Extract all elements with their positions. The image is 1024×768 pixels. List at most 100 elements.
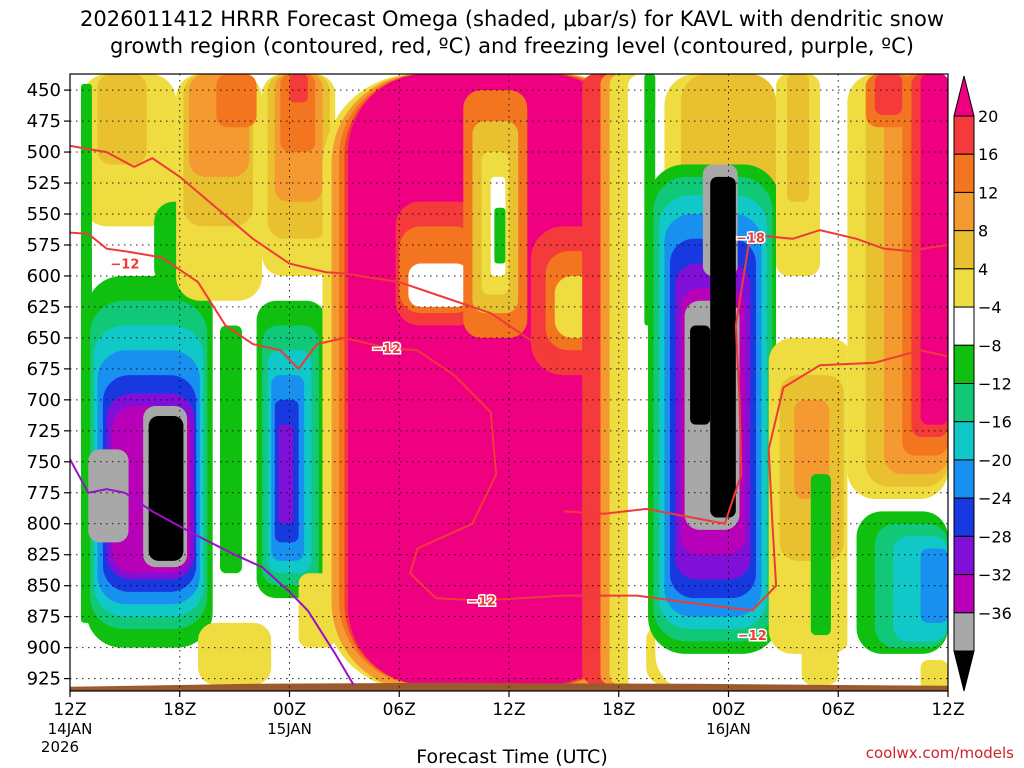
omega-cell-12 [88, 449, 129, 543]
x-tick-date-0: 14JAN [48, 720, 93, 738]
y-tick-label-475: 475 [27, 111, 61, 132]
colorbar-top-arrow [953, 75, 975, 117]
y-tick-label-600: 600 [27, 266, 61, 287]
y-tick-label-625: 625 [27, 297, 61, 318]
colorbar-bin-0 [953, 115, 975, 155]
y-tick-label-650: 650 [27, 328, 61, 349]
chart-title: 2026011412 HRRR Forecast Omega (shaded, … [79, 7, 945, 58]
colorbar-bin-13 [953, 612, 975, 652]
colorbar-label-4: 4 [978, 260, 988, 279]
colorbar-label-5: −4 [978, 298, 1002, 317]
omega-cell-48 [494, 207, 506, 264]
x-tick-date-2: 15JAN [267, 720, 312, 738]
colorbar-bin-4 [953, 268, 975, 308]
colorbar-bottom-arrow [953, 650, 975, 692]
y-tick-label-850: 850 [27, 576, 61, 597]
contour-label-1: −12 [372, 342, 401, 357]
colorbar-label-12: −32 [978, 566, 1012, 585]
omega-cell-74 [787, 74, 809, 202]
y-tick-label-800: 800 [27, 514, 61, 535]
colorbar-label-8: −16 [978, 413, 1012, 432]
x-tick-label-4: 12Z [492, 700, 525, 720]
contour-label-0: −12 [110, 258, 139, 273]
omega-cell-79 [801, 635, 839, 685]
y-tick-label-675: 675 [27, 359, 61, 380]
x-tick-label-5: 18Z [602, 700, 635, 720]
omega-cell-20 [198, 622, 272, 685]
y-tick-label-500: 500 [27, 142, 61, 163]
contour-labels: −12 −12 −12 −18 −12 [109, 230, 768, 646]
site-credit: coolwx.com/models [865, 744, 1014, 762]
colorbar-label-6: −8 [978, 336, 1002, 355]
omega-cell-77 [794, 399, 830, 499]
x-tick-label-7: 06Z [822, 700, 855, 720]
colorbar-bin-12 [953, 574, 975, 614]
colorbar-bin-8 [953, 421, 975, 461]
y-tick-label-875: 875 [27, 607, 61, 628]
colorbar-bin-7 [953, 383, 975, 423]
omega-cell-18 [216, 74, 257, 128]
contour-label-4: −12 [738, 629, 767, 644]
colorbar-label-1: 16 [978, 145, 998, 164]
colorbar-label-10: −24 [978, 489, 1012, 508]
omega-cell-93 [920, 660, 948, 691]
contour-label-3: −18 [736, 232, 765, 247]
y-tick-label-900: 900 [27, 638, 61, 659]
colorbar-bin-11 [953, 535, 975, 576]
omega-shading [70, 74, 948, 691]
x-tick-label-0: 12Z [53, 700, 86, 720]
colorbar-label-9: −20 [978, 451, 1012, 470]
y-tick-label-550: 550 [27, 204, 61, 225]
colorbar-label-0: 20 [978, 107, 998, 126]
x-tick-label-2: 00Z [273, 700, 306, 720]
omega-cell-88 [874, 74, 903, 115]
omega-cell-71 [690, 325, 711, 425]
y-tick-label-825: 825 [27, 545, 61, 566]
y-tick-label-925: 925 [27, 669, 61, 690]
contour-label-2: −12 [467, 595, 496, 610]
x-tick-label-6: 00Z [712, 700, 745, 720]
x-tick-year-0: 2026 [41, 738, 79, 756]
x-tick-label-1: 18Z [163, 700, 196, 720]
colorbar-bin-6 [953, 344, 975, 384]
colorbar-bin-10 [953, 497, 975, 537]
x-axis-label: Forecast Time (UTC) [416, 746, 608, 768]
y-tick-label-725: 725 [27, 421, 61, 442]
grid-lines [69, 74, 949, 691]
omega-cell-31 [278, 424, 294, 524]
colorbar-bin-2 [953, 191, 975, 232]
omega-cell-19 [219, 325, 242, 574]
colorbar-label-13: −36 [978, 604, 1012, 623]
colorbar-label-11: −28 [978, 527, 1012, 546]
y-tick-label-750: 750 [27, 452, 61, 473]
colorbar: 20 16 12 8 4 −4 −8 −12 −16 −20 −24 −28 −32 −36 [953, 75, 1012, 692]
omega-cell-2 [97, 74, 147, 165]
omega-cell-25 [289, 74, 308, 103]
x-tick-date-6: 16JAN [706, 720, 751, 738]
y-tick-label-700: 700 [27, 390, 61, 411]
freezing-level-contour [70, 458, 355, 686]
y-axis: 450 475 500 525 550 575 600 625 650 675 700 725 750 7… [27, 80, 70, 690]
colorbar-bin-9 [953, 459, 975, 499]
x-tick-label-8: 12Z [931, 700, 964, 720]
y-tick-label-775: 775 [27, 483, 61, 504]
omega-cell-0 [70, 74, 81, 691]
colorbar-label-7: −12 [978, 375, 1012, 394]
y-tick-label-525: 525 [27, 173, 61, 194]
dgz-minus18-contour [563, 229, 948, 525]
colorbar-bin-5 [953, 306, 975, 346]
dgz-upper-contour [70, 144, 565, 376]
colorbar-bin-3 [953, 230, 975, 270]
dgz-minus12-contour [70, 231, 948, 612]
x-tick-label-3: 06Z [383, 700, 416, 720]
colorbar-label-2: 12 [978, 183, 998, 202]
y-tick-label-575: 575 [27, 235, 61, 256]
omega-cell-43 [408, 263, 469, 307]
y-tick-label-450: 450 [27, 80, 61, 101]
omega-cell-70 [710, 176, 736, 518]
contours [70, 144, 948, 686]
omega-cell-86 [920, 74, 948, 425]
colorbar-label-3: 8 [978, 222, 988, 241]
